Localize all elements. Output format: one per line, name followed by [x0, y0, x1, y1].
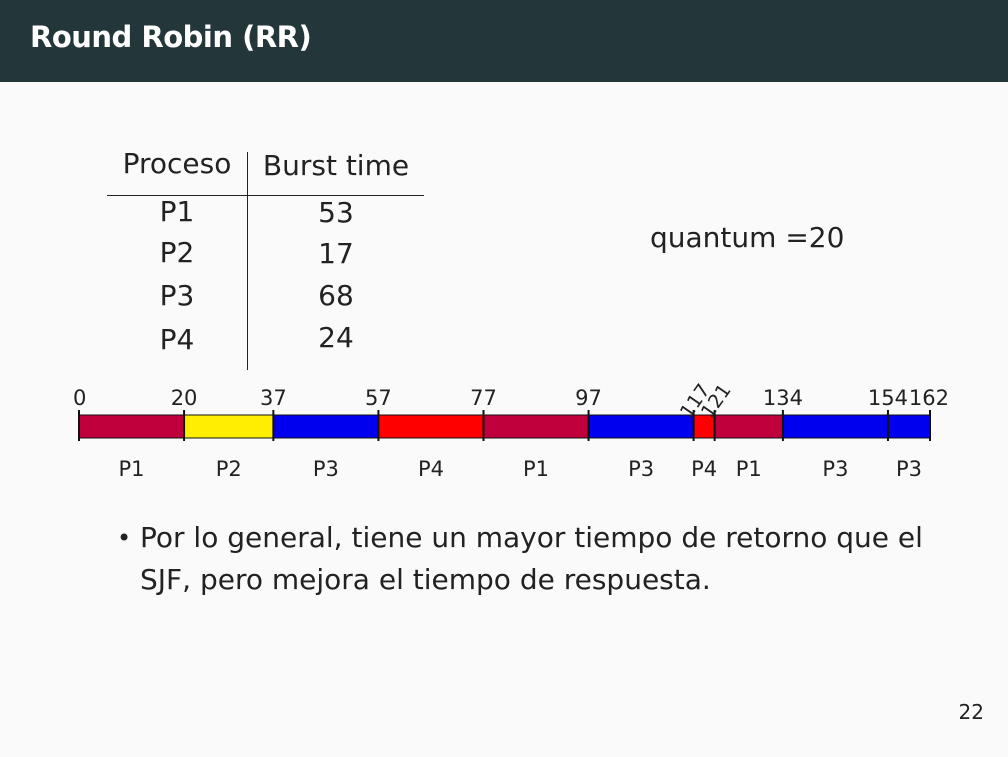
gantt-time-label-162: 162 [909, 386, 949, 410]
table-row-p4-proceso: P4 [159, 323, 195, 356]
gantt-process-label-5: P1 [523, 457, 549, 481]
table-row-p4-burst: 24 [318, 321, 354, 354]
gantt-bar-outline [78, 414, 931, 439]
gantt-process-label-2: P2 [216, 457, 242, 481]
table-row-p1-proceso: P1 [159, 195, 195, 228]
gantt-bar-1-p1 [79, 415, 185, 438]
title-bar: Round Robin (RR) [0, 0, 1008, 82]
gantt-time-label-154: 154 [868, 386, 908, 410]
gantt-process-label-10: P3 [896, 457, 922, 481]
table-row-p2-proceso: P2 [159, 236, 195, 269]
gantt-time-label-77: 77 [470, 386, 497, 410]
gantt-process-label-8: P1 [736, 457, 762, 481]
table-row-p1-burst: 53 [318, 196, 354, 229]
slide-title: Round Robin (RR) [30, 20, 312, 54]
gantt-bar-9-p3 [782, 415, 888, 438]
table-divider-horizontal [107, 195, 424, 196]
table-divider-vertical [247, 152, 248, 370]
gantt-time-label-121: 121 [697, 380, 736, 422]
gantt-bar-10-p3 [887, 415, 930, 438]
table-row-p3-burst: 68 [318, 279, 354, 312]
gantt-bar-4-p4 [378, 415, 484, 438]
table-row-p3-proceso: P3 [159, 279, 195, 312]
gantt-time-label-0: 0 [73, 386, 86, 410]
gantt-bar-2-p2 [184, 415, 274, 438]
gantt-bar-5-p1 [483, 415, 589, 438]
gantt-time-label-134: 134 [763, 386, 803, 410]
gantt-bar-6-p3 [588, 415, 694, 438]
gantt-time-label-37: 37 [260, 386, 287, 410]
table-header-burst-time: Burst time [262, 149, 410, 182]
gantt-bar-3-p3 [273, 415, 379, 438]
bullet-marker: • [117, 524, 132, 552]
page-number: 22 [958, 700, 984, 724]
gantt-time-label-20: 20 [171, 386, 198, 410]
table-row-p2-burst: 17 [318, 237, 354, 270]
gantt-process-label-4: P4 [418, 457, 444, 481]
burst-table: Proceso Burst time P1 53 P2 17 P3 68 P4 … [107, 148, 424, 372]
gantt-process-label-3: P3 [313, 457, 339, 481]
gantt-process-label-1: P1 [119, 457, 145, 481]
gantt-process-label-6: P3 [628, 457, 654, 481]
gantt-time-label-57: 57 [365, 386, 392, 410]
quantum-label: quantum =20 [650, 221, 845, 254]
bullet-text: Por lo general, tiene un mayor tiempo de… [140, 521, 923, 596]
gantt-process-label-7: P4 [691, 457, 717, 481]
gantt-process-label-9: P3 [822, 457, 848, 481]
table-header-proceso: Proceso [122, 147, 232, 180]
gantt-time-label-97: 97 [575, 386, 602, 410]
gantt-time-label-117: 117 [676, 380, 715, 422]
gantt-bar-8-p1 [714, 415, 783, 438]
gantt-bar-7-p4 [693, 415, 715, 438]
